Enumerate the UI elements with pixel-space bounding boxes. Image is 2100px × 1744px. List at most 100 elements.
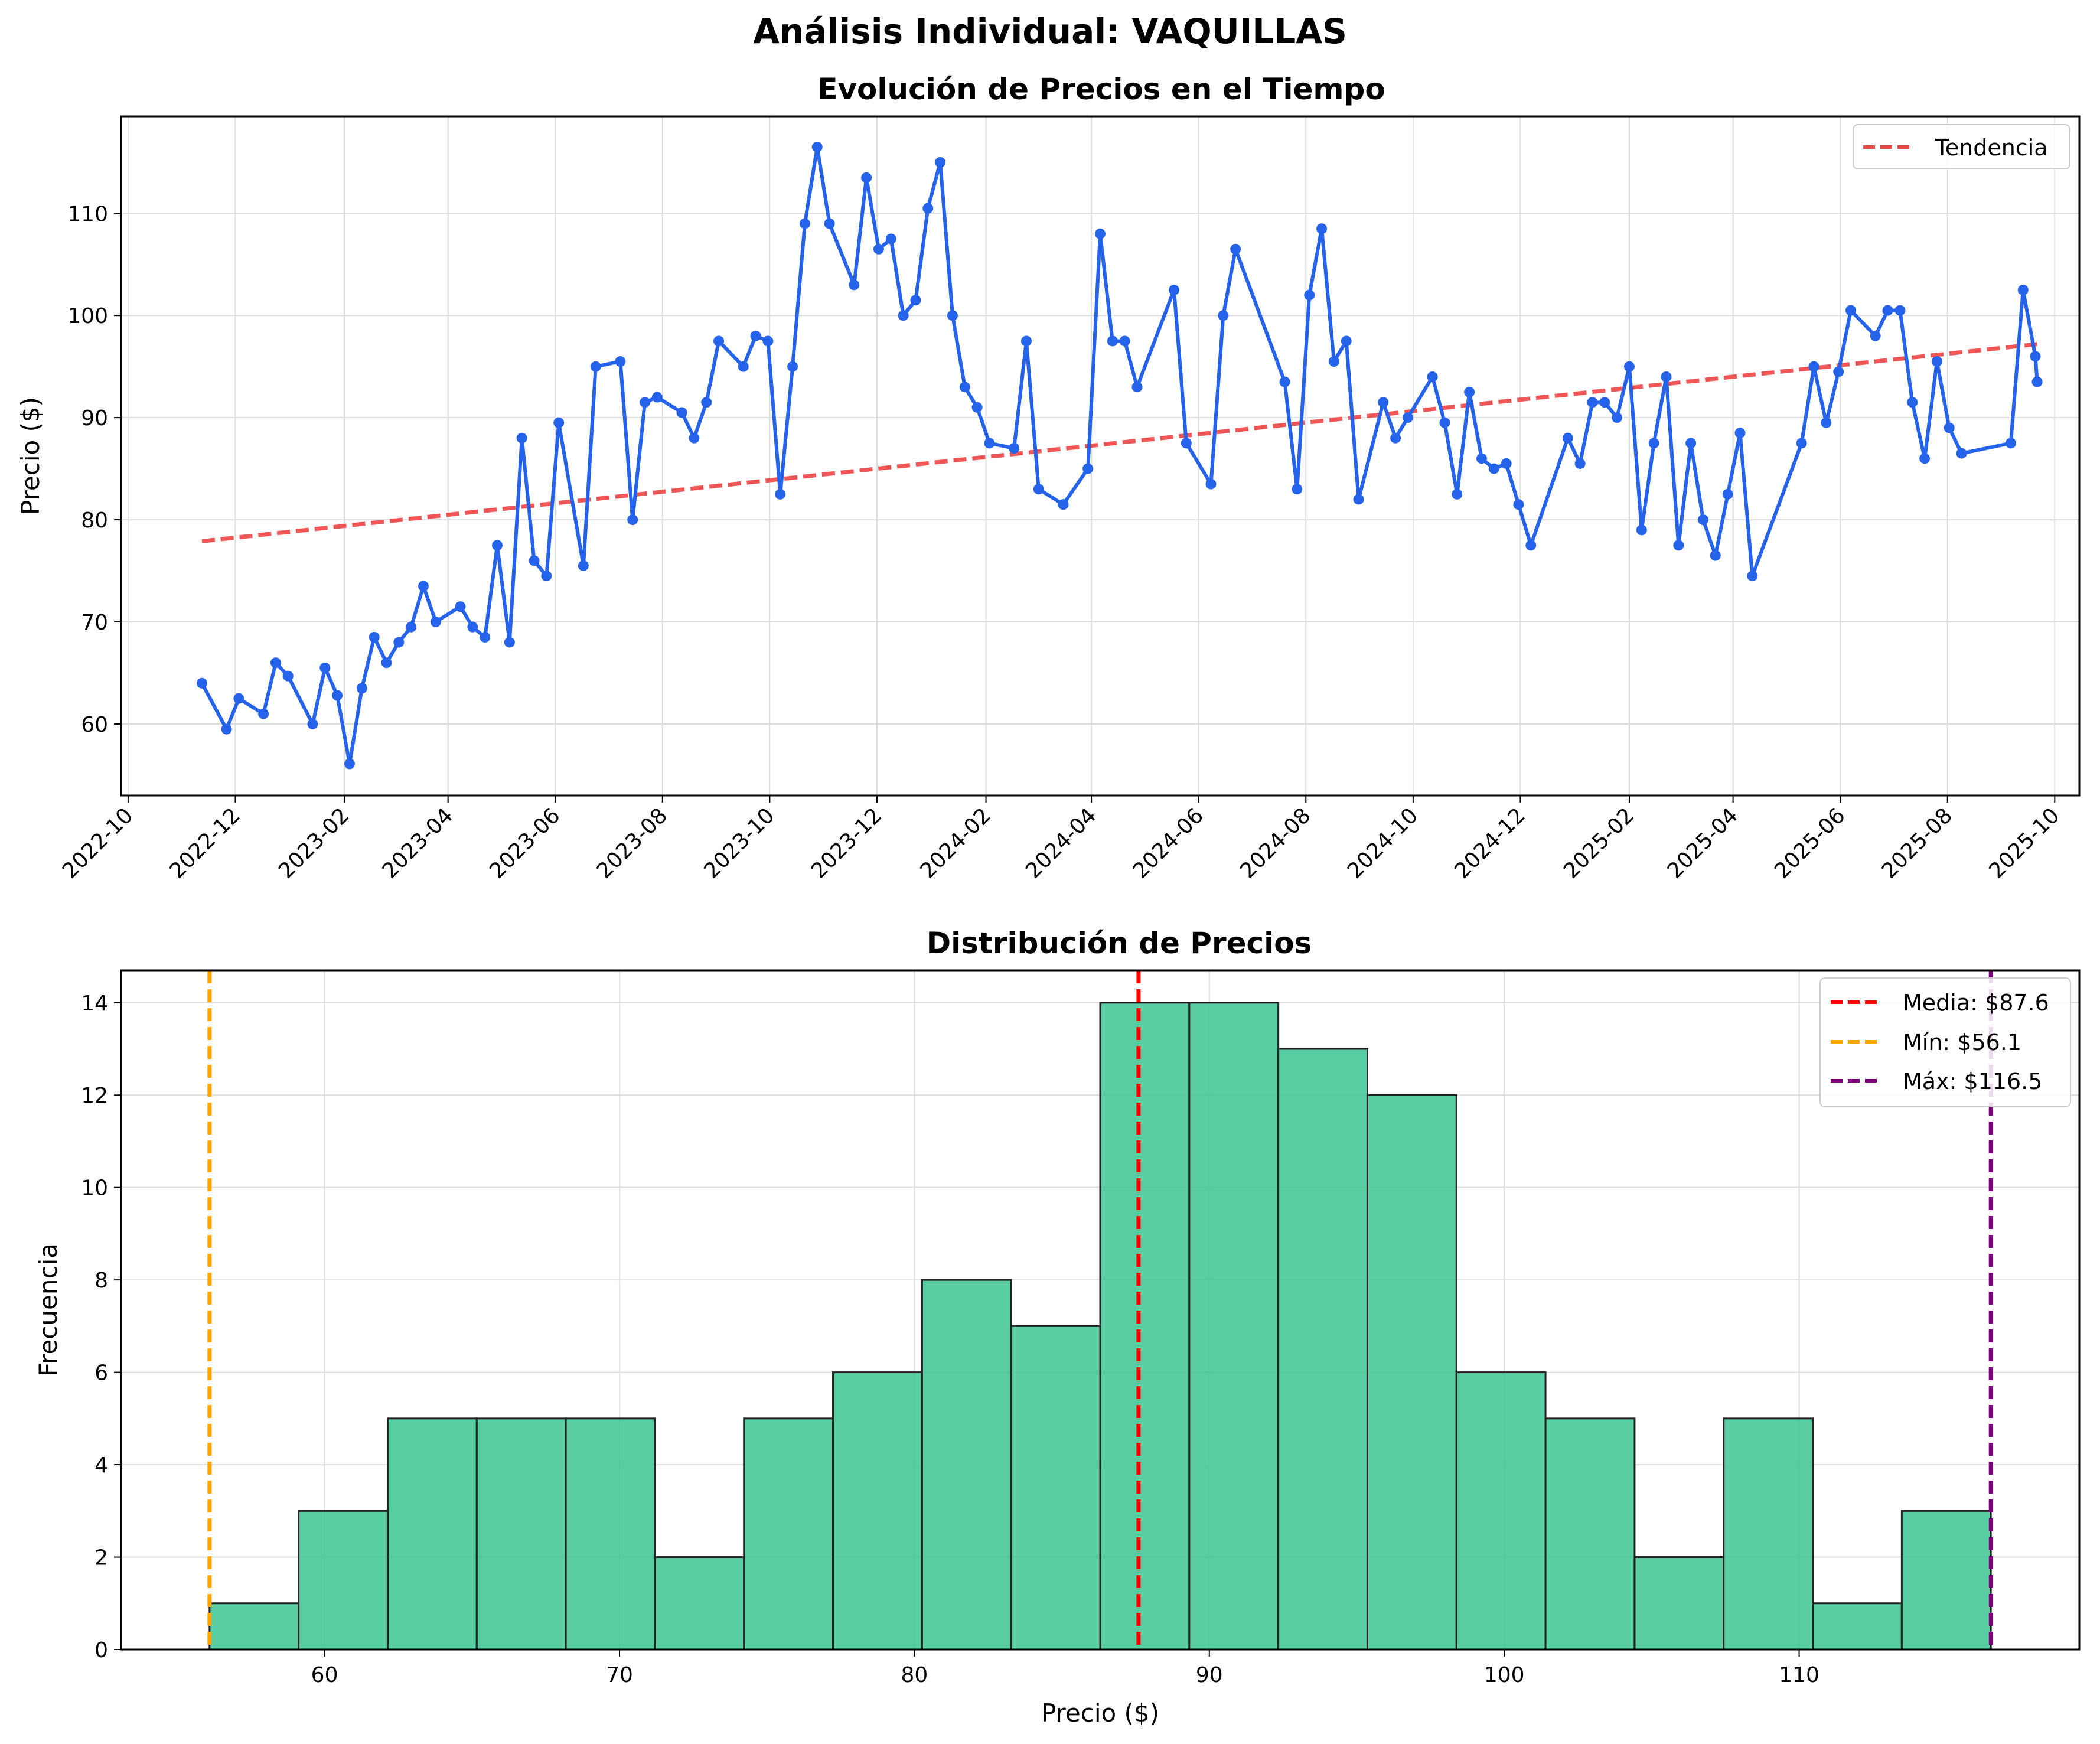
price-point [1169, 284, 1180, 295]
price-point [824, 218, 835, 229]
line-chart-legend: Tendencia [1853, 124, 2070, 169]
x-tick-label: 80 [901, 1663, 928, 1687]
y-tick-label: 100 [67, 304, 108, 328]
price-point [1562, 432, 1573, 444]
price-point [1845, 305, 1857, 316]
price-point [233, 693, 244, 704]
price-point [1316, 223, 1328, 234]
histogram-y-ticks: 0 2 4 6 8 10 12 14 [81, 992, 121, 1662]
price-point [615, 356, 626, 367]
price-point [676, 407, 687, 418]
price-point [1464, 386, 1475, 397]
histogram-bar [386, 1417, 478, 1651]
price-point [1292, 484, 1303, 495]
price-point [861, 172, 872, 183]
price-point [1931, 356, 1942, 367]
histogram-bar [298, 1510, 389, 1651]
price-point [1304, 289, 1315, 301]
price-point [258, 708, 269, 719]
price-point [713, 335, 725, 347]
y-tick-label: 2 [94, 1546, 108, 1570]
price-point [885, 233, 896, 245]
price-point [1279, 376, 1290, 387]
price-point [1107, 335, 1118, 347]
price-point [1821, 417, 1832, 428]
y-tick-label: 90 [81, 406, 108, 431]
x-tick-label: 90 [1196, 1663, 1223, 1687]
price-point [2031, 376, 2043, 387]
price-point [1218, 310, 1229, 321]
histogram-bars [208, 1002, 1992, 1651]
histogram-legend: Media: $87.6 Mín: $56.1 Máx: $116.5 [1819, 977, 2071, 1107]
price-point [1033, 484, 1044, 495]
histogram-bar [1633, 1556, 1725, 1651]
legend-min-label: Mín: $56.1 [1903, 1029, 2021, 1055]
price-point [701, 397, 712, 408]
price-point [1587, 397, 1598, 408]
price-point [738, 361, 749, 372]
y-tick-label: 6 [94, 1361, 108, 1386]
price-point [1673, 540, 1684, 551]
price-point [1870, 330, 1881, 341]
price-point [455, 601, 466, 612]
histogram-bar [1455, 1371, 1547, 1651]
price-point [1623, 361, 1635, 372]
price-point [1747, 571, 1758, 582]
price-line [200, 145, 2039, 766]
price-point [516, 432, 527, 444]
histogram-y-label: Frecuencia [34, 1243, 63, 1377]
price-point [418, 581, 429, 592]
price-point [1488, 463, 1499, 474]
line-chart-y-ticks: 60 70 80 90 100 110 [67, 202, 121, 737]
price-point [1944, 422, 1955, 433]
price-point [811, 141, 823, 152]
price-point [393, 637, 405, 648]
price-point [984, 438, 995, 449]
price-point [947, 310, 958, 321]
price-point [1020, 335, 1032, 347]
price-point [492, 540, 503, 551]
price-point [1341, 335, 1352, 347]
price-point [1439, 417, 1450, 428]
price-point [873, 243, 884, 255]
price-point [1648, 438, 1659, 449]
price-point [1599, 397, 1610, 408]
price-point [750, 330, 761, 341]
y-tick-label: 14 [81, 992, 108, 1016]
line-chart-grid [121, 116, 2079, 796]
x-tick-label: 110 [1779, 1663, 1819, 1687]
histogram-bar [1900, 1510, 1992, 1651]
price-point [1919, 453, 1931, 464]
price-point [1612, 412, 1623, 423]
x-tick-label: 100 [1484, 1663, 1525, 1687]
price-point [578, 560, 589, 571]
price-distribution-chart: Distribución de Precios 0 2 4 6 8 10 12 14 60 70… [34, 926, 2081, 1727]
histogram-bar [565, 1417, 656, 1651]
y-tick-label: 4 [94, 1453, 108, 1478]
x-tick-label: 70 [606, 1663, 633, 1687]
price-point [1058, 499, 1069, 510]
price-point [221, 723, 232, 735]
price-point [922, 203, 934, 214]
histogram-bar [475, 1417, 567, 1651]
price-point [1685, 438, 1697, 449]
price-point [627, 514, 638, 526]
price-point [196, 677, 207, 689]
histogram-bar [1099, 1002, 1191, 1651]
histogram-bar [743, 1417, 834, 1651]
price-point [2030, 351, 2041, 362]
line-chart-frame [120, 115, 2081, 797]
price-point [1452, 488, 1463, 500]
price-point [369, 631, 380, 643]
histogram-bar [1277, 1048, 1368, 1651]
price-point [1082, 463, 1094, 474]
price-point [1734, 428, 1746, 439]
price-point [849, 279, 860, 291]
price-point [1131, 382, 1143, 393]
price-point [1697, 514, 1708, 526]
price-point [1181, 438, 1192, 449]
histogram-bar [1812, 1602, 1903, 1651]
price-point [1353, 494, 1364, 505]
price-point [1796, 438, 1807, 449]
price-point [1119, 335, 1130, 347]
